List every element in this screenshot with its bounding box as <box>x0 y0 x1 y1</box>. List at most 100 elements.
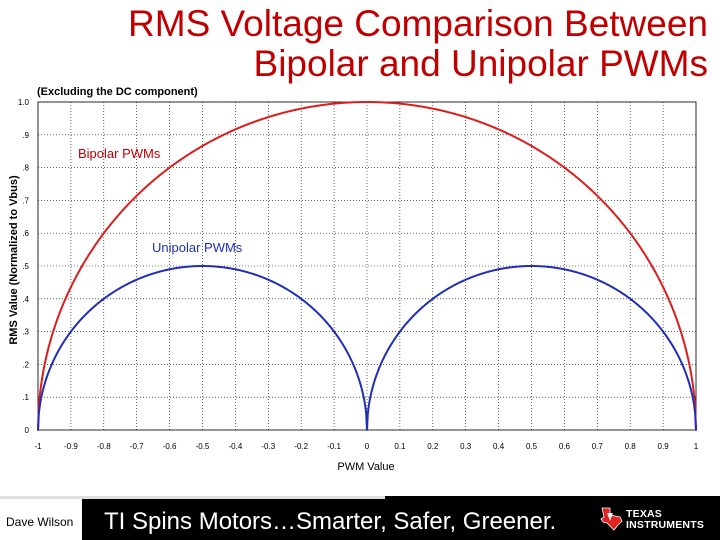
bipolar-pwm-point <box>119 212 122 215</box>
bipolar-pwm-point <box>86 256 89 259</box>
unipolar-pwm-point <box>695 429 697 431</box>
x-tick-label: -0.9 <box>64 442 78 451</box>
bipolar-pwm-point <box>530 145 533 147</box>
unipolar-pwm-point <box>135 278 138 281</box>
unipolar-pwm-point <box>86 312 89 314</box>
unipolar-pwm-point <box>514 266 516 268</box>
unipolar-pwm-point <box>37 429 39 431</box>
bipolar-pwm-point <box>547 155 549 158</box>
unipolar-pwm-point <box>579 272 582 275</box>
rms-voltage-chart: -1 -0.9 -0.8 -0.7 -0.6 -0.5 -0.4 -0.3 -0.2 -0.1 0 0… <box>8 98 699 473</box>
unipolar-pwm-point <box>53 357 56 360</box>
bipolar-pwm-point <box>662 286 664 288</box>
bipolar-pwm-point <box>629 232 632 235</box>
bipolar-pwm-point <box>481 121 484 124</box>
bipolar-pwm-point <box>168 166 171 169</box>
unipolar-pwm-point <box>645 312 648 314</box>
bipolar-pwm-point <box>399 102 401 105</box>
slide-title: RMS Voltage Comparison Between Bipolar a… <box>128 3 708 84</box>
y-tick-label: .6 <box>22 229 29 238</box>
unipolar-pwm-point <box>250 272 253 275</box>
x-tick-label: -0.7 <box>130 442 144 451</box>
unipolar-pwm-point <box>102 297 105 300</box>
unipolar-pwm-point <box>382 357 385 360</box>
x-tick-label: -0.3 <box>261 442 275 451</box>
logo-text: TEXAS INSTRUMENTS <box>626 508 705 531</box>
footer-tagline: TI Spins Motors…Smarter, Safer, Greener. <box>104 508 557 535</box>
unipolar-pwm-point <box>530 265 533 267</box>
x-tick-label: 0.9 <box>658 442 670 451</box>
unipolar-pwm-point <box>168 268 171 271</box>
bipolar-pwm-point <box>234 128 237 131</box>
unipolar-pwm-point <box>70 330 72 333</box>
y-tick-label: .8 <box>22 164 29 173</box>
x-tick-label: -1 <box>34 442 42 451</box>
x-tick-label: 0.1 <box>394 442 406 451</box>
author-name: Dave Wilson <box>6 515 74 529</box>
bipolar-pwm-point <box>431 107 434 110</box>
unipolar-pwm-point <box>497 268 500 271</box>
x-tick-label: -0.8 <box>97 442 111 451</box>
x-tick-label: -0.1 <box>327 442 341 451</box>
x-tick-label: -0.5 <box>196 442 210 451</box>
unipolar-pwm-point <box>399 330 401 333</box>
bipolar-pwm-point <box>415 104 418 107</box>
y-tick-label: .2 <box>22 360 29 369</box>
x-axis-label: PWM Value <box>337 461 394 473</box>
bipolar-pwm-point <box>185 155 187 158</box>
x-tick-label: 0.3 <box>460 442 472 451</box>
unipolar-pwm-point <box>201 265 204 267</box>
footer-author-panel <box>0 496 82 540</box>
x-tick-label: 0.4 <box>493 442 505 451</box>
unipolar-pwm-point <box>283 287 286 289</box>
y-tick-label: .4 <box>22 295 29 304</box>
unipolar-pwm-point <box>629 297 632 300</box>
bipolar-pwm-point <box>300 107 303 110</box>
bipolar-pwm-point <box>645 256 648 259</box>
y-tick-label: .7 <box>22 196 29 205</box>
unipolar-pwm-point <box>366 429 368 431</box>
bipolar-pwm-point <box>152 179 155 182</box>
y-tick-label: .9 <box>22 131 29 140</box>
unipolar-pwm-point <box>612 287 615 289</box>
unipolar-pwm-point <box>678 357 681 360</box>
unipolar-pwm-point <box>547 266 549 268</box>
bipolar-pwm-point <box>283 111 286 114</box>
unipolar-pwm-point <box>415 312 418 314</box>
legend-label-unipolar: Unipolar PWMs <box>152 240 243 255</box>
bipolar-pwm-point <box>135 194 138 197</box>
bipolar-pwm-point <box>218 136 220 138</box>
bipolar-pwm-point <box>382 101 385 104</box>
unipolar-pwm-point <box>267 278 270 281</box>
texas-state-icon <box>600 507 623 531</box>
bipolar-pwm-point <box>464 116 467 118</box>
unipolar-pwm-point <box>234 268 237 271</box>
x-tick-label: 0.7 <box>592 442 604 451</box>
legend-label-bipolar: Bipolar PWMs <box>78 146 161 161</box>
footer-bar <box>0 496 720 540</box>
chart-subtitle: (Excluding the DC component) <box>37 86 198 98</box>
unipolar-pwm-point <box>431 297 434 300</box>
y-tick-label: .5 <box>22 262 29 271</box>
bipolar-pwm-point <box>53 326 56 329</box>
y-tick-label: .3 <box>22 328 29 337</box>
unipolar-pwm-point <box>218 266 220 268</box>
unipolar-pwm-point <box>300 297 303 300</box>
footer-divider <box>0 496 385 499</box>
unipolar-pwm-point <box>662 330 664 333</box>
y-tick-label: 0 <box>25 426 30 435</box>
y-tick-label: 1.0 <box>18 98 30 107</box>
x-tick-label: -0.6 <box>163 442 177 451</box>
x-tick-label: 0.6 <box>559 442 571 451</box>
y-tick-label: .1 <box>22 393 29 402</box>
bipolar-pwm-point <box>448 111 451 114</box>
bipolar-pwm-point <box>316 104 319 107</box>
unipolar-pwm-point <box>481 272 484 275</box>
unipolar-pwm-point <box>316 312 319 314</box>
unipolar-pwm-point <box>464 278 467 281</box>
x-tick-label: -0.2 <box>294 442 308 451</box>
unipolar-pwm-point <box>333 330 335 333</box>
x-tick-label: -0.4 <box>229 442 243 451</box>
unipolar-pwm-point <box>596 278 599 281</box>
x-tick-label: 1 <box>694 442 699 451</box>
